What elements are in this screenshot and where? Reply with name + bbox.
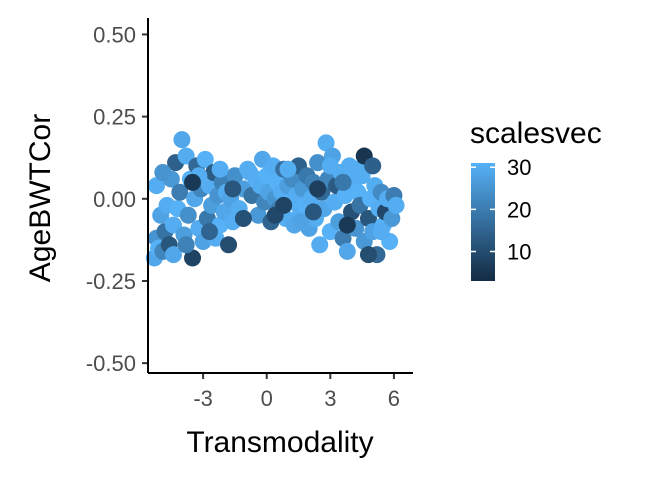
data-point (279, 160, 297, 178)
legend-title: scalesvec (470, 117, 602, 150)
legend-label: 30 (507, 155, 531, 180)
x-tick-label: 6 (388, 386, 400, 411)
x-axis-title: Transmodality (186, 426, 373, 459)
data-point (220, 236, 238, 254)
data-point (334, 229, 352, 247)
legend-colorbar (471, 163, 495, 281)
data-point (198, 210, 216, 228)
y-tick-label: 0.00 (93, 187, 136, 212)
data-point (347, 160, 365, 178)
x-tick-label: -3 (193, 386, 213, 411)
y-axis-ticks: 0.50 0.25 0.00 -0.25 -0.50 (86, 22, 148, 376)
data-point (164, 246, 182, 264)
x-tick-label: 3 (324, 386, 336, 411)
data-point (304, 203, 322, 221)
data-point (173, 131, 191, 149)
data-point (387, 196, 405, 214)
data-points (145, 131, 405, 267)
data-point (334, 173, 352, 191)
data-point (275, 196, 293, 214)
data-point (200, 223, 218, 241)
data-point (336, 187, 354, 204)
data-point (249, 206, 267, 224)
data-point (338, 216, 356, 234)
color-legend: scalesvec 30 20 10 (470, 117, 602, 281)
data-point (317, 134, 335, 152)
data-point (147, 177, 165, 195)
data-point (359, 246, 377, 264)
data-point (224, 180, 242, 198)
data-point (338, 242, 356, 260)
x-tick-label: 0 (261, 386, 273, 411)
data-point (171, 183, 189, 201)
y-axis-title: AgeBWTCor (24, 114, 57, 282)
y-tick-label: 0.25 (93, 105, 136, 130)
data-point (196, 150, 214, 168)
data-point (311, 236, 329, 254)
y-tick-label: -0.50 (86, 351, 136, 376)
data-point (321, 157, 339, 175)
legend-label: 10 (507, 240, 531, 265)
data-point (211, 160, 229, 178)
x-axis-ticks: -3 0 3 6 (193, 373, 400, 411)
data-point (241, 163, 259, 181)
data-point (154, 163, 172, 181)
data-point (184, 249, 202, 267)
data-point (177, 236, 195, 254)
legend-label: 20 (507, 197, 531, 222)
y-tick-label: -0.25 (86, 269, 136, 294)
data-point (179, 206, 197, 224)
data-point (349, 183, 367, 201)
data-point (234, 210, 252, 228)
data-point (309, 180, 327, 198)
data-point (383, 210, 401, 228)
data-point (226, 167, 244, 185)
legend-ticks: 30 20 10 (471, 155, 531, 265)
data-point (309, 154, 327, 172)
data-point (184, 173, 202, 191)
data-point (372, 223, 390, 241)
data-point (292, 213, 310, 231)
data-point (364, 157, 382, 175)
y-tick-label: 0.50 (93, 22, 136, 47)
